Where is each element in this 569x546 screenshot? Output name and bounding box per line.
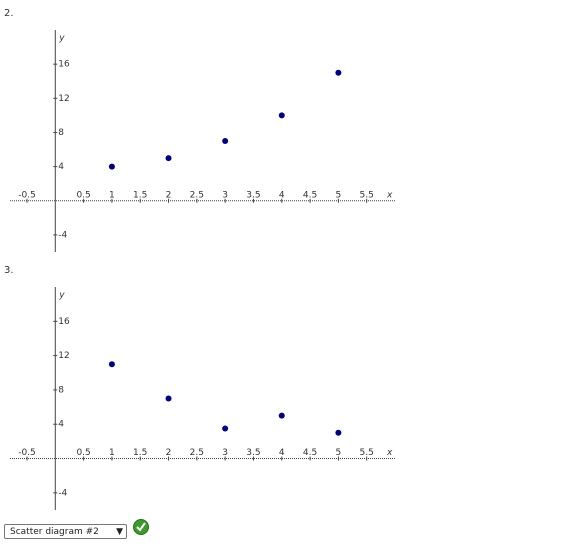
dropdown-arrow: ▼ (116, 527, 123, 537)
point (278, 112, 285, 119)
x-tick-label: 1.5 (133, 448, 147, 458)
y-axis-label: y (58, 291, 65, 301)
correct-icon (133, 519, 149, 535)
x-tick-label: 4 (279, 448, 285, 458)
point (222, 425, 229, 432)
x-tick-label: 5.5 (360, 448, 374, 458)
dropdown-text: Scatter diagram #2 (10, 527, 99, 537)
x-tick-label: 4 (279, 190, 285, 200)
y-tick-label: 16 (58, 317, 70, 327)
x-tick-label: 4.5 (303, 190, 317, 200)
answer-dropdown[interactable]: Scatter diagram #2 ▼ (4, 524, 127, 539)
y-axis-label: y (58, 34, 65, 44)
point (108, 163, 115, 170)
x-tick-label: 0.5 (76, 448, 90, 458)
x-tick-label: 1 (109, 190, 115, 200)
y-tick-label: -4 (58, 230, 67, 240)
x-tick-label: 3 (222, 190, 228, 200)
point (335, 429, 342, 436)
x-axis-label: x (386, 448, 393, 458)
problem-number: 3. (4, 265, 14, 276)
x-tick-label: 2.5 (190, 448, 204, 458)
x-tick-label: 5 (336, 448, 342, 458)
y-tick-label: 16 (58, 60, 70, 70)
x-tick-label: 5.5 (360, 190, 374, 200)
x-tick-label: 3 (222, 448, 228, 458)
x-tick-label: 4.5 (303, 448, 317, 458)
y-tick-label: -4 (58, 488, 67, 498)
y-tick-label: 12 (58, 94, 69, 104)
x-axis-label: x (386, 190, 393, 200)
x-tick-label: 2 (166, 190, 172, 200)
charts: 2. 3. x y -0.5 0.5 1 1.5 2 2.5 3 3.5 4 4.5 5 5.5 -4 4 8 1… (4, 8, 395, 510)
point (335, 69, 342, 76)
x-tick-label: 0.5 (76, 190, 90, 200)
x-tick-label: 3.5 (246, 448, 260, 458)
x-tick-label: 3.5 (246, 190, 260, 200)
point (165, 395, 172, 402)
y-tick-label: 8 (58, 128, 64, 138)
point (165, 155, 172, 162)
x-tick-label: 2 (166, 448, 172, 458)
x-tick-label: -0.5 (18, 190, 36, 200)
point (222, 138, 229, 144)
y-tick-label: 4 (58, 420, 64, 430)
point (108, 361, 115, 368)
y-tick-label: 12 (58, 351, 69, 361)
y-tick-label: 4 (58, 162, 64, 172)
y-tick-label: 8 (58, 385, 64, 395)
x-tick-label: 1.5 (133, 190, 147, 200)
problem-number: 2. (4, 8, 14, 19)
x-tick-label: -0.5 (18, 448, 36, 458)
x-tick-label: 5 (336, 190, 342, 200)
x-tick-label: 1 (109, 448, 115, 458)
point (278, 412, 285, 419)
x-tick-label: 2.5 (190, 190, 204, 200)
